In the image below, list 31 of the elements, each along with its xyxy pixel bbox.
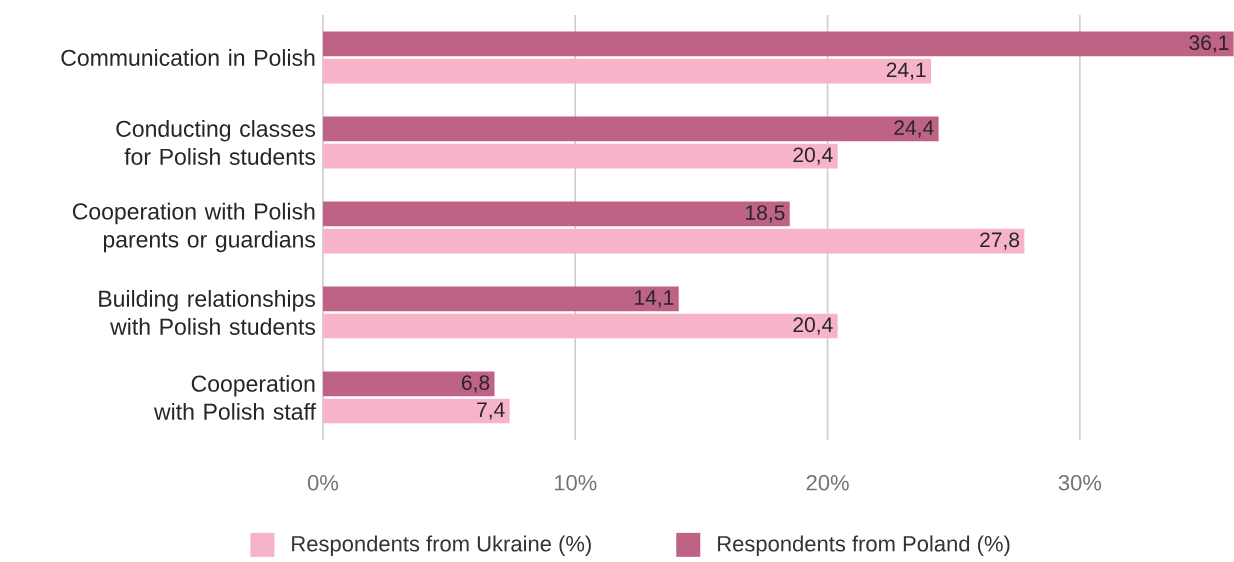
y-tick-label: Building relationships with Polish students: [99, 289, 316, 335]
data-label: 14,1: [635, 290, 674, 308]
x-tick-label: 30%: [1058, 474, 1102, 491]
data-label: 18,5: [746, 205, 785, 223]
bar: [322, 398, 510, 424]
x-tick-label: 10%: [554, 474, 597, 491]
data-label: 24,1: [886, 62, 926, 80]
x-tick-label: 0%: [307, 474, 339, 491]
data-label: 20,4: [793, 317, 833, 335]
bar: [322, 31, 1234, 57]
bar: [322, 371, 495, 397]
data-label: 7,4: [477, 402, 505, 420]
y-tick-label: Conducting classes for Polish students: [116, 119, 316, 165]
data-label: 36,1: [1189, 35, 1229, 53]
y-tick-label: Cooperation with Polish staff: [153, 374, 316, 420]
data-label: 27,8: [980, 232, 1020, 250]
bar: [322, 286, 679, 312]
bar: [322, 58, 932, 84]
bar: [322, 116, 939, 142]
bar: [322, 143, 838, 169]
bar: [322, 228, 1025, 254]
y-tick-label: Communication in Polish: [61, 48, 315, 66]
data-label: 24,4: [894, 120, 934, 138]
x-tick-label: 20%: [806, 474, 849, 491]
data-label: 6,8: [462, 375, 490, 393]
legend-label: Respondents from Poland (%): [718, 535, 1010, 556]
data-label: 20,4: [793, 147, 833, 165]
bar: [322, 313, 838, 339]
bar: [322, 201, 790, 227]
y-tick-label: Cooperation with Polish parents or guardians: [72, 202, 316, 253]
legend-label: Respondents from Ukraine (%): [292, 535, 591, 556]
